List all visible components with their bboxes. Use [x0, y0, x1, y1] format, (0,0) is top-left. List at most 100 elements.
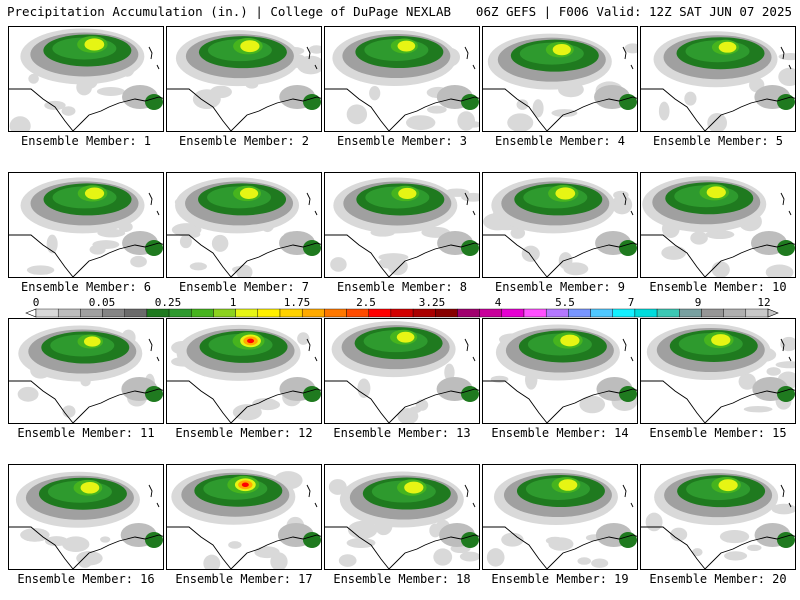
precip-trace-area	[387, 257, 408, 276]
legend-tick-label: 7	[627, 296, 635, 309]
state-border	[464, 484, 476, 508]
model-valid-time: 06Z GEFS | F006 Valid: 12Z SAT JUN 07 20…	[475, 4, 792, 19]
precip-max-area	[241, 482, 249, 487]
legend-color-swatch	[124, 308, 148, 318]
ensemble-member-label: Ensemble Member: 10	[649, 280, 787, 294]
legend-color-swatch	[612, 308, 636, 318]
ensemble-member-map	[324, 26, 480, 132]
state-border	[306, 46, 318, 70]
precip-max-area	[80, 481, 100, 494]
legend-tick-label: 0.05	[88, 296, 116, 309]
precip-color-legend: 0 0.05 0.25 1 1.75 2.5 3.25 4 5.5 7 9 12	[0, 296, 800, 320]
ensemble-member-label: Ensemble Member: 3	[336, 134, 468, 148]
legend-tick-label: 12	[757, 296, 771, 309]
precip-trace-area	[46, 234, 58, 254]
precip-light-area	[461, 386, 479, 402]
state-border	[464, 46, 476, 70]
legend-tick-label: 2.5	[356, 296, 376, 309]
legend-arrow	[767, 308, 779, 318]
precip-trace-area	[26, 265, 55, 275]
coastline-border	[483, 234, 637, 277]
ensemble-member-map	[166, 318, 322, 424]
precip-trace-area	[62, 405, 76, 418]
precip-trace-area	[459, 551, 479, 562]
state-border	[780, 484, 792, 508]
ensemble-member-label: Ensemble Member: 12	[175, 426, 313, 440]
precip-trace-area	[405, 115, 436, 131]
precip-trace-area	[778, 53, 795, 61]
precip-trace-area	[532, 99, 544, 118]
legend-tick-label: 1.75	[283, 296, 311, 309]
precip-trace-area	[17, 386, 39, 402]
precip-trace-area	[62, 536, 90, 553]
ensemble-member-label: Ensemble Member: 14	[491, 426, 629, 440]
precip-trace-area	[210, 85, 232, 99]
ensemble-member-map	[166, 464, 322, 570]
precip-trace-area	[96, 87, 125, 96]
state-border	[780, 46, 792, 70]
precip-light-area	[145, 240, 163, 256]
precip-trace-area	[548, 537, 574, 551]
precip-trace-area	[179, 234, 192, 249]
precip-light-area	[303, 386, 321, 402]
precip-light-area	[145, 532, 163, 548]
legend-tick-label: 0	[32, 296, 40, 309]
precip-max-area	[404, 481, 424, 494]
coastline-border	[483, 526, 637, 569]
state-border	[464, 338, 476, 362]
state-border	[306, 192, 318, 216]
precip-trace-area	[775, 361, 795, 369]
coastline-border	[9, 234, 163, 277]
legend-color-swatch	[324, 308, 347, 318]
coastline-border	[483, 88, 637, 131]
precip-light-area	[619, 94, 637, 110]
ensemble-member-label: Ensemble Member: 7	[178, 280, 310, 294]
precip-trace-area	[738, 373, 756, 390]
legend-color-swatch	[368, 308, 392, 318]
precip-trace-area	[780, 336, 795, 352]
precip-trace-area	[551, 109, 578, 117]
precip-trace-area	[76, 551, 103, 566]
precip-light-area	[777, 532, 795, 548]
ensemble-member-label: Ensemble Member: 15	[649, 426, 787, 440]
precip-trace-area	[507, 113, 534, 131]
legend-color-swatch	[279, 308, 303, 318]
state-border	[148, 484, 160, 508]
ensemble-member-label: Ensemble Member: 19	[491, 572, 629, 586]
precip-trace-area	[724, 551, 748, 561]
coastline-border	[325, 88, 479, 131]
legend-color-swatch	[745, 308, 769, 318]
precip-trace-area	[444, 363, 455, 382]
legend-color-swatch	[701, 308, 724, 318]
legend-color-swatch	[301, 308, 325, 318]
precip-max-area	[240, 40, 260, 53]
precip-trace-area	[203, 554, 221, 569]
coastline-border	[325, 526, 479, 569]
state-border	[622, 192, 634, 216]
precip-trace-area	[684, 91, 697, 106]
legend-color-swatch	[590, 308, 613, 318]
precip-trace-area	[100, 536, 111, 543]
precip-max-area	[397, 40, 416, 52]
precip-trace-area	[397, 408, 419, 423]
precip-max-area	[396, 331, 415, 343]
ensemble-member-label: Ensemble Member: 4	[494, 134, 626, 148]
legend-color-swatch	[457, 308, 480, 318]
precip-trace-area	[705, 230, 735, 240]
precip-light-area	[461, 94, 479, 110]
precip-max-area	[711, 334, 731, 346]
ensemble-member-map	[8, 172, 164, 278]
legend-color-swatch	[346, 308, 369, 318]
state-border	[780, 338, 792, 362]
legend-color-swatch	[35, 308, 59, 318]
coastline-border	[167, 380, 321, 423]
precip-max-area	[239, 187, 259, 199]
coastline-border	[325, 380, 479, 423]
legend-color-swatch	[146, 308, 170, 318]
coastline-border	[167, 526, 321, 569]
precip-max-area	[84, 38, 105, 51]
ensemble-member-label: Ensemble Member: 8	[336, 280, 468, 294]
precip-max-area	[83, 336, 101, 347]
state-border	[780, 192, 792, 216]
precip-trace-area	[778, 67, 795, 87]
